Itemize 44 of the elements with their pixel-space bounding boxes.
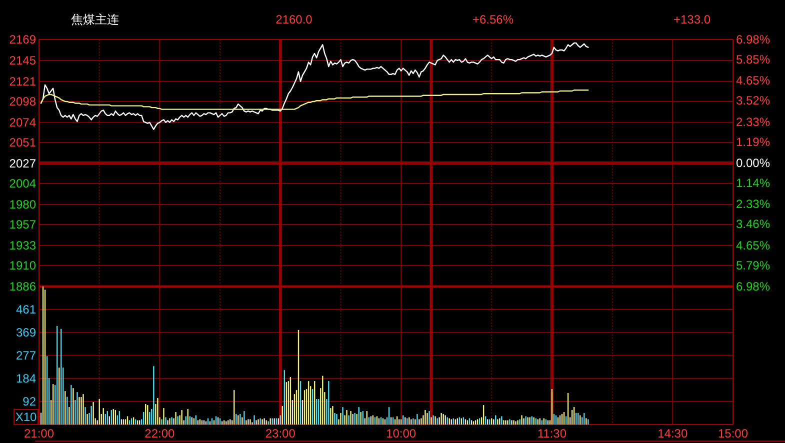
y-tick-label: 2145 [9, 53, 36, 68]
x-tick-label: 15:00 [718, 426, 748, 440]
y-tick-label: 461 [16, 302, 36, 316]
line-series [40, 42, 589, 130]
y2-tick-label: 6.98% [736, 32, 770, 46]
y2-tick-label: 1.14% [736, 176, 770, 190]
y-tick-label: 1957 [9, 218, 36, 232]
x-tick-label: 11:30 [537, 426, 567, 440]
y2-tick-label: 2.33% [736, 197, 770, 212]
text: +6.56% [472, 12, 514, 26]
y-tick-label: 92 [22, 394, 36, 409]
y-tick-label: 2098 [9, 94, 36, 108]
chart-title: 焦煤主连 [71, 12, 119, 26]
y2-tick-label: 3.46% [736, 217, 770, 232]
y2-tick-label: 1.19% [736, 134, 770, 149]
y2-tick-label: 5.79% [736, 258, 770, 272]
y-tick-label: 277 [16, 348, 36, 362]
y-tick-label: 2051 [9, 135, 36, 150]
line-series [40, 90, 589, 110]
y-tick-label: 2169 [9, 32, 36, 46]
y-tick-label: 369 [16, 325, 36, 340]
x-tick-label: 21:00 [24, 426, 54, 440]
y2-tick-label: 6.98% [736, 280, 770, 294]
y2-tick-label: 3.52% [736, 94, 770, 108]
y-tick-label: 2027 [9, 156, 36, 170]
y2-tick-label: 5.85% [736, 52, 770, 66]
x-tick-label: 14:30 [658, 426, 688, 440]
y2-tick-label: 4.65% [736, 74, 770, 88]
y-tick-label: 2004 [9, 176, 36, 191]
y-tick-label: 184 [16, 372, 36, 386]
x-tick-label: 10:00 [386, 426, 416, 440]
x-tick-label: 23:00 [265, 426, 296, 440]
y-tick-label: 1910 [9, 258, 36, 273]
y-tick-label: 2074 [9, 115, 36, 130]
y-tick-label: 2121 [9, 74, 36, 88]
y2-tick-label: 0.00% [736, 156, 770, 170]
y-tick-label: 1980 [9, 197, 36, 212]
x-tick-label: 22:00 [144, 426, 176, 440]
y2-tick-label: 2.33% [736, 114, 770, 129]
y-tick-label: 1933 [9, 238, 36, 252]
text: 2160.0 [276, 12, 313, 26]
y2-tick-label: 4.65% [736, 238, 770, 252]
y-tick-label: 1886 [9, 280, 36, 294]
text: +133.0 [673, 12, 711, 26]
